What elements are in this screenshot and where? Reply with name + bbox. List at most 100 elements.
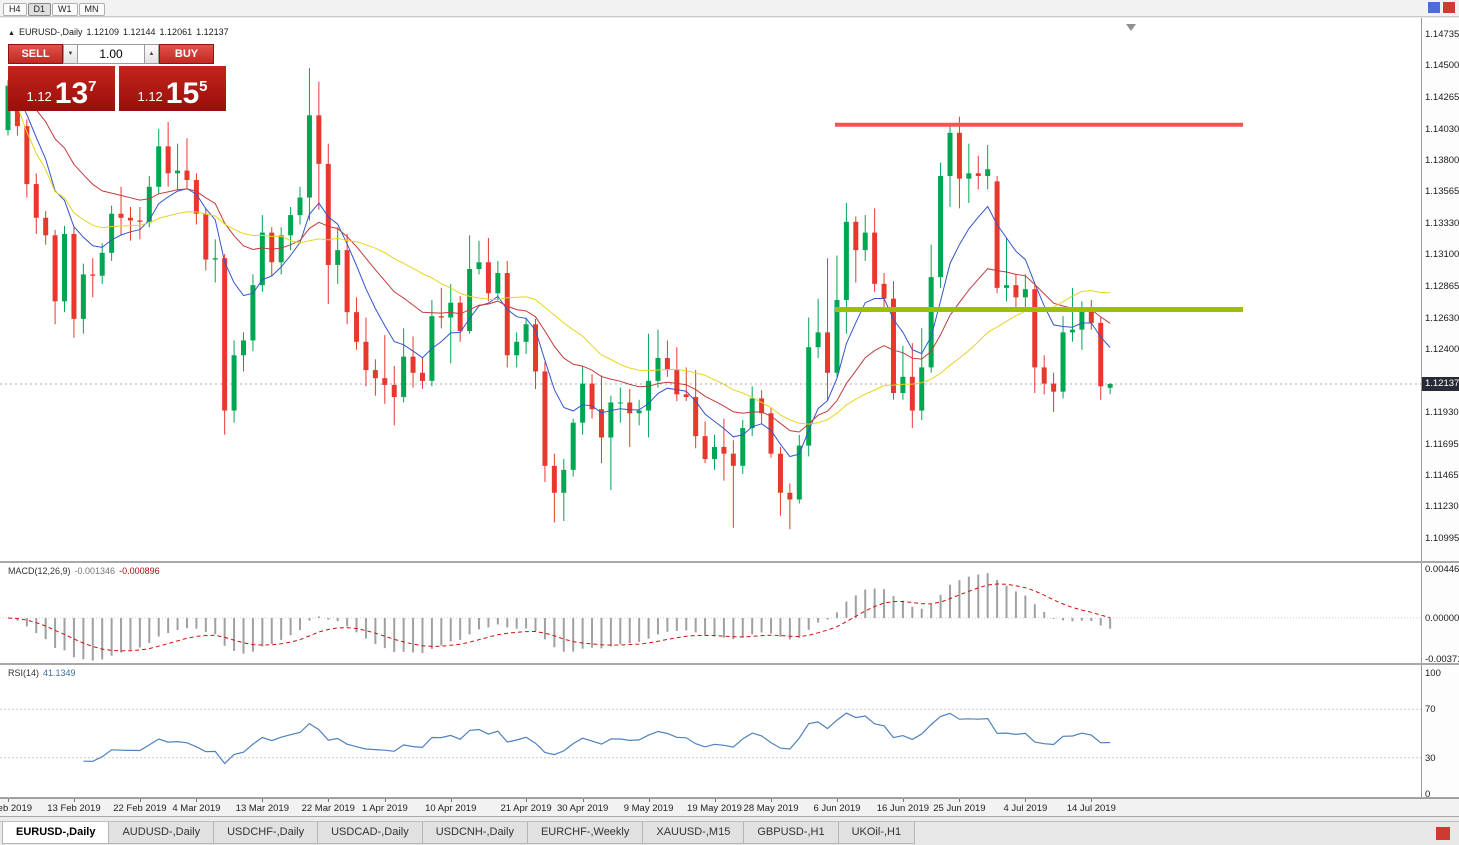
timeframe-button-mn[interactable]: MN <box>78 3 105 16</box>
tab-eurchf-weekly[interactable]: EURCHF-,Weekly <box>526 822 644 844</box>
rsi-canvas[interactable] <box>0 665 1421 797</box>
price-axis-label: 1.12865 <box>1425 280 1459 292</box>
tab-usdcnh-daily[interactable]: USDCNH-,Daily <box>421 822 528 844</box>
time-axis-label: 4 Feb 2019 <box>0 803 33 814</box>
macd-name: MACD(12,26,9) <box>8 566 71 576</box>
macd-axis[interactable]: 0.004465 0.00000 -0.003715 <box>1421 563 1459 663</box>
panel-separator[interactable] <box>0 663 1459 665</box>
ohlc-high: 1.12144 <box>123 27 156 37</box>
rsi-label: RSI(14) 41.1349 <box>8 668 80 678</box>
volume-increase-button[interactable]: ▲ <box>144 44 159 64</box>
sell-price-big: 13 <box>54 77 89 110</box>
time-axis-label: 21 Apr 2019 <box>500 803 552 814</box>
indicator-axis-label: 70 <box>1425 704 1436 716</box>
panel-separator[interactable] <box>0 561 1459 563</box>
time-axis-tick <box>328 799 330 802</box>
price-axis-label: 1.13565 <box>1425 186 1459 198</box>
timeframe-button-w1[interactable]: W1 <box>52 3 78 16</box>
tab-usdcad-daily[interactable]: USDCAD-,Daily <box>317 822 423 844</box>
timeframe-button-h4[interactable]: H4 <box>3 3 27 16</box>
price-axis-label: 1.14265 <box>1425 92 1459 104</box>
time-axis-label: 4 Jul 2019 <box>1003 803 1048 814</box>
chart-ohlc-header: ▲ EURUSD-,Daily 1.12109 1.12144 1.12061 1.121… <box>8 27 233 37</box>
rsi-line <box>83 712 1111 765</box>
time-axis-label: 22 Mar 2019 <box>301 803 355 814</box>
time-axis-label: 9 May 2019 <box>623 803 674 814</box>
tab-audusd-daily[interactable]: AUDUSD-,Daily <box>108 822 215 844</box>
price-axis-label: 1.11230 <box>1425 501 1459 513</box>
price-axis-label: 1.14030 <box>1425 123 1459 135</box>
sell-price-sup: 7 <box>88 78 97 95</box>
tab-usdchf-daily[interactable]: USDCHF-,Daily <box>213 822 319 844</box>
buy-button[interactable]: BUY <box>159 44 214 64</box>
time-axis-tick <box>262 799 264 802</box>
time-axis-label: 13 Mar 2019 <box>235 803 289 814</box>
time-axis-tick <box>384 799 386 802</box>
time-axis-tick <box>196 799 198 802</box>
time-axis-label: 10 Apr 2019 <box>425 803 477 814</box>
symbol-marker-icon: ▲ <box>8 30 15 37</box>
price-axis-label: 1.12630 <box>1425 312 1459 324</box>
price-axis[interactable]: 1.14735 1.14500 1.14265 1.14030 1.13800 1.135… <box>1421 18 1459 561</box>
buy-price-sup: 5 <box>199 78 208 95</box>
time-axis-label: 6 Jun 2019 <box>813 803 861 814</box>
time-axis-label: 28 May 2019 <box>743 803 799 814</box>
price-chart-panel[interactable]: ▲ EURUSD-,Daily 1.12109 1.12144 1.12061 1.121… <box>0 18 1421 561</box>
price-axis-label: 1.14500 <box>1425 60 1459 72</box>
time-axis-tick <box>771 799 773 802</box>
candlesticks <box>5 68 1113 530</box>
buy-price-panel[interactable]: 1.12 15 5 <box>119 66 226 111</box>
timeframe-button-d1[interactable]: D1 <box>27 3 52 16</box>
time-axis-tick <box>450 799 452 802</box>
ma-line-8 <box>7 85 1111 458</box>
price-axis-label: 1.12400 <box>1425 343 1459 355</box>
panel-separator <box>0 797 1459 798</box>
indicator-axis-label: -0.003715 <box>1425 653 1459 663</box>
rsi-value: 41.1349 <box>43 668 76 678</box>
volume-input[interactable] <box>78 44 144 64</box>
rsi-axis[interactable]: 100 70 30 0 <box>1421 665 1459 797</box>
buy-price-prefix: 1.12 <box>137 89 163 104</box>
price-axis-label: 1.14735 <box>1425 28 1459 40</box>
time-axis-tick <box>648 799 650 802</box>
indicator-axis-label: 0.00000 <box>1425 613 1459 624</box>
sell-price-panel[interactable]: 1.12 13 7 <box>8 66 115 111</box>
time-axis-tick <box>1091 799 1093 802</box>
time-axis-tick <box>526 799 528 802</box>
tab-eurusd-daily[interactable]: EURUSD-,Daily <box>2 822 110 844</box>
sell-button[interactable]: SELL <box>8 44 63 64</box>
window-icon-blue[interactable] <box>1428 2 1440 13</box>
tab-xauusd-m15[interactable]: XAUUSD-,M15 <box>642 822 745 844</box>
macd-panel[interactable]: MACD(12,26,9) -0.001346 -0.000896 <box>0 563 1421 663</box>
time-axis-label: 16 Jun 2019 <box>876 803 930 814</box>
tab-ukoil-h1[interactable]: UKOil-,H1 <box>837 822 916 844</box>
tabbar-indicator[interactable] <box>1436 827 1450 840</box>
time-axis-label: 14 Jul 2019 <box>1066 803 1116 814</box>
time-axis-label: 22 Feb 2019 <box>113 803 167 814</box>
macd-signal-line <box>7 583 1111 652</box>
price-axis-label: 1.13800 <box>1425 154 1459 166</box>
time-axis[interactable]: 4 Feb 2019 13 Feb 2019 22 Feb 2019 4 Mar 20… <box>0 798 1459 816</box>
price-axis-label: 1.11930 <box>1425 406 1459 418</box>
ma-line-20 <box>7 85 1111 433</box>
indicator-axis-label: 0 <box>1425 789 1431 797</box>
time-axis-label: 1 Apr 2019 <box>361 803 408 814</box>
time-axis-tick <box>902 799 904 802</box>
sell-price-prefix: 1.12 <box>26 89 52 104</box>
time-axis-tick <box>8 799 9 802</box>
price-axis-label: 1.13100 <box>1425 249 1459 261</box>
chart-shift-marker-icon[interactable] <box>1126 24 1136 31</box>
rsi-panel[interactable]: RSI(14) 41.1349 <box>0 665 1421 797</box>
main-chart-canvas[interactable] <box>0 18 1421 561</box>
macd-histogram <box>16 572 1112 661</box>
timeframe-buttons: H4 D1 W1 MN <box>3 0 106 17</box>
price-axis-label: 1.11465 <box>1425 469 1459 481</box>
time-axis-tick <box>836 799 838 802</box>
ma-line-30 <box>7 85 1111 425</box>
volume-decrease-button[interactable]: ▼ <box>63 44 78 64</box>
window-icon-red[interactable] <box>1443 2 1455 13</box>
time-axis-label: 13 Feb 2019 <box>47 803 101 814</box>
tab-gbpusd-h1[interactable]: GBPUSD-,H1 <box>743 822 839 844</box>
macd-canvas[interactable] <box>0 563 1421 663</box>
